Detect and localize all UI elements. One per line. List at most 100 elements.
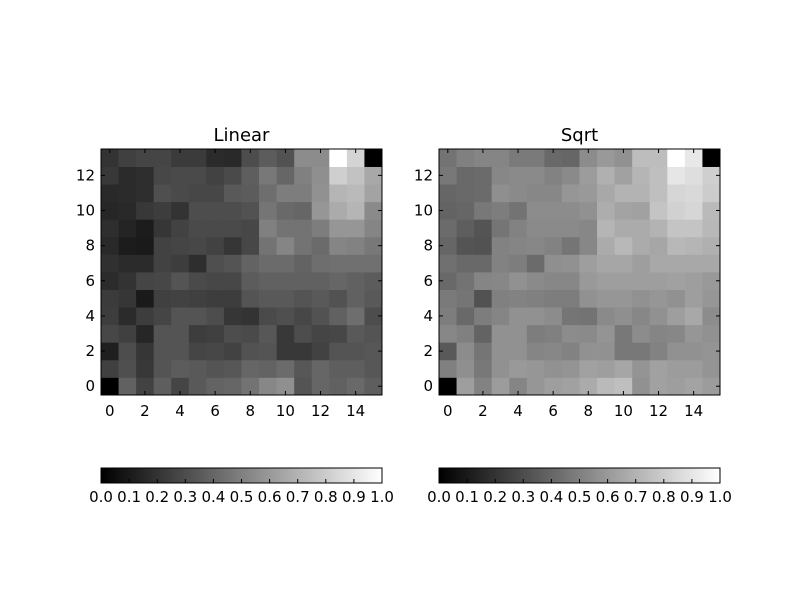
heatmap-cell: [329, 359, 348, 378]
heatmap-cell: [649, 166, 668, 185]
heatmap-cell: [118, 359, 137, 378]
heatmap-cell: [311, 377, 330, 396]
heatmap-cell: [259, 289, 278, 308]
heatmap-cell: [294, 307, 313, 326]
heatmap-cell: [153, 166, 172, 185]
heatmap-cell: [684, 342, 703, 361]
heatmap-cell: [329, 236, 348, 255]
heatmap-cell: [364, 342, 383, 361]
heatmap-cell: [456, 184, 475, 203]
heatmap-cell: [118, 149, 137, 167]
colorbar-tick-label: 0.8: [314, 488, 338, 506]
heatmap-cell: [614, 254, 633, 273]
heatmap-cell: [346, 289, 365, 308]
heatmap-cell: [259, 149, 278, 167]
heatmap-cell: [439, 149, 457, 167]
chart-title: Sqrt: [561, 125, 598, 146]
heatmap-cell: [456, 236, 475, 255]
heatmap-cell: [544, 149, 563, 167]
heatmap-cell: [188, 289, 207, 308]
heatmap-cell: [702, 359, 721, 378]
heatmap-cell: [526, 377, 545, 396]
colorbar-tick-label: 0.0: [89, 488, 113, 506]
heatmap-cell: [667, 289, 686, 308]
heatmap-cell: [544, 342, 563, 361]
heatmap-cell: [491, 184, 510, 203]
colorbar-tick-label: 0.7: [624, 488, 648, 506]
x-tick-label: 14: [346, 402, 365, 420]
heatmap-cell: [509, 219, 528, 238]
y-tick-label: 0: [423, 377, 433, 395]
heatmap-cell: [667, 359, 686, 378]
colorbar-tick-label: 0.1: [455, 488, 479, 506]
colorbar-tick-label: 0.2: [145, 488, 169, 506]
heatmap-cell: [561, 272, 580, 290]
heatmap-cell: [153, 359, 172, 378]
heatmap-cell: [561, 184, 580, 203]
heatmap-cell: [171, 307, 190, 326]
heatmap-cell: [579, 342, 598, 361]
heatmap-cell: [329, 307, 348, 326]
colorbar-tick-label: 0.6: [596, 488, 620, 506]
heatmap-cell: [491, 201, 510, 220]
heatmap-cell: [329, 272, 348, 290]
heatmap-cell: [153, 272, 172, 290]
heatmap-cell: [101, 236, 119, 255]
heatmap-cell: [311, 272, 330, 290]
heatmap-cell: [544, 272, 563, 290]
heatmap-cell: [439, 307, 457, 326]
x-tick-label: 4: [513, 402, 523, 420]
heatmap-cell: [276, 254, 295, 273]
heatmap-cell: [684, 272, 703, 290]
heatmap-cell: [614, 377, 633, 396]
heatmap-cell: [364, 272, 383, 290]
heatmap-cell: [509, 342, 528, 361]
heatmap-cell: [702, 184, 721, 203]
heatmap-cell: [702, 219, 721, 238]
plot-frame: [438, 148, 721, 396]
heatmap-cell: [171, 219, 190, 238]
heatmap-cell: [632, 324, 651, 343]
heatmap-cell: [223, 219, 242, 238]
heatmap-cell: [632, 377, 651, 396]
heatmap-cell: [259, 324, 278, 343]
heatmap-cell: [561, 254, 580, 273]
heatmap-cell: [223, 289, 242, 308]
heatmap-cell: [223, 149, 242, 167]
heatmap-cell: [597, 289, 616, 308]
heatmap-cell: [544, 307, 563, 326]
heatmap-cell: [241, 359, 260, 378]
x-tick-label: 2: [478, 402, 488, 420]
heatmap-cell: [614, 342, 633, 361]
heatmap-cell: [294, 219, 313, 238]
heatmap-cell: [632, 149, 651, 167]
heatmap-cell: [311, 342, 330, 361]
heatmap-cell: [188, 377, 207, 396]
y-tick-label: 6: [85, 272, 95, 290]
heatmap-cell: [259, 359, 278, 378]
heatmap-cell: [597, 324, 616, 343]
heatmap-cell: [206, 377, 225, 396]
heatmap-cell: [614, 166, 633, 185]
heatmap-cell: [667, 342, 686, 361]
heatmap-cell: [561, 166, 580, 185]
heatmap-cell: [526, 272, 545, 290]
heatmap-cell: [294, 236, 313, 255]
heatmap-cell: [153, 219, 172, 238]
colorbar-tick-label: 0.4: [201, 488, 225, 506]
heatmap-cell: [509, 307, 528, 326]
heatmap-cell: [188, 166, 207, 185]
heatmap-cell: [153, 377, 172, 396]
colorbar-tick-label: 0.9: [680, 488, 704, 506]
heatmap-cell: [188, 236, 207, 255]
heatmap-cell: [206, 342, 225, 361]
heatmap-cell: [456, 219, 475, 238]
x-tick-label: 10: [276, 402, 295, 420]
heatmap-cell: [474, 219, 493, 238]
heatmap-cell: [544, 166, 563, 185]
heatmap-cell: [491, 254, 510, 273]
heatmap-cell: [702, 307, 721, 326]
y-tick-label: 2: [85, 342, 95, 360]
heatmap-cell: [579, 307, 598, 326]
